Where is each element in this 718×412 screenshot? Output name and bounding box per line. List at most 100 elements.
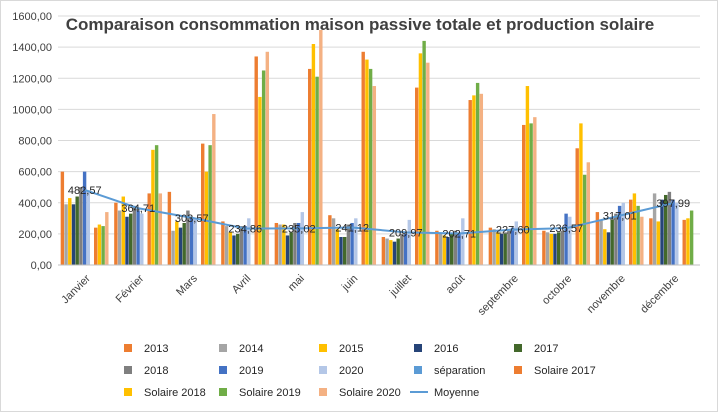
average-data-label: 209,97 (389, 227, 423, 239)
bar (649, 218, 653, 265)
bar (488, 227, 493, 265)
bar (101, 226, 105, 265)
bar (686, 218, 690, 265)
bar (68, 198, 72, 265)
bar (656, 221, 660, 265)
bar (389, 240, 393, 265)
label-layer: 482,57 364,71 303,57 234,86 235,02 241,12 209,… (68, 185, 690, 241)
bar (438, 233, 443, 265)
chart-title: Comparaison consommation maison passive … (66, 15, 655, 34)
bar (79, 187, 83, 265)
bar (239, 226, 244, 265)
bar (472, 95, 476, 266)
legend-label: Solaire 2017 (534, 365, 596, 377)
bar (132, 205, 137, 265)
bar (610, 219, 614, 265)
bar (224, 226, 229, 265)
bar (442, 235, 446, 265)
y-tick-label: 400,00 (18, 198, 52, 210)
bar (457, 232, 461, 265)
bar (189, 218, 194, 265)
bar (300, 212, 305, 265)
y-tick-label: 1600,00 (12, 11, 52, 23)
bar (117, 210, 122, 265)
bar (128, 213, 133, 265)
bar (556, 232, 561, 265)
bar (614, 213, 618, 265)
bar-layer (60, 30, 694, 266)
y-tick-label: 1400,00 (12, 42, 52, 54)
bar (449, 233, 454, 265)
legend-swatch (319, 388, 327, 396)
bar (167, 191, 172, 265)
average-data-label: 234,86 (228, 223, 262, 235)
bar (342, 236, 347, 265)
bar (381, 236, 386, 265)
bar (368, 68, 373, 265)
bar (243, 226, 247, 265)
bar (265, 51, 270, 266)
bar (560, 230, 565, 265)
bar (385, 238, 389, 265)
bar (140, 213, 144, 265)
bar (201, 143, 205, 265)
bar (175, 221, 179, 265)
bar (328, 215, 332, 265)
bar (461, 218, 465, 265)
bar (82, 171, 87, 265)
legend-swatch (219, 388, 227, 396)
bar (293, 222, 297, 265)
bar (660, 199, 664, 265)
bar (586, 162, 591, 265)
bar (208, 145, 212, 265)
bar (426, 62, 430, 265)
bar (75, 196, 79, 265)
y-tick-label: 800,00 (18, 136, 52, 148)
bar (228, 232, 232, 265)
average-line (84, 188, 674, 235)
bar (479, 93, 484, 265)
average-data-label: 236,57 (549, 223, 583, 235)
legend-swatch (219, 344, 227, 352)
bar (675, 202, 679, 265)
average-data-label: 317,01 (603, 211, 637, 223)
bar (178, 227, 183, 265)
bar (603, 229, 607, 265)
average-data-label: 202,71 (442, 228, 476, 240)
bar (553, 233, 557, 265)
bar (542, 230, 546, 265)
bar (346, 224, 351, 265)
bar (350, 222, 354, 265)
bar (529, 123, 533, 265)
bar (285, 235, 290, 265)
bar (492, 229, 496, 265)
bar (282, 224, 286, 265)
bar (632, 193, 637, 265)
bar (308, 68, 312, 265)
bar (400, 233, 404, 265)
bar (568, 216, 572, 265)
bar (510, 227, 515, 265)
bar (503, 233, 507, 265)
bar (125, 216, 129, 265)
y-tick-label: 1000,00 (12, 104, 52, 116)
legend-label: 2017 (534, 343, 558, 355)
legend-layer: 2013 2014 2015 2016 2017 2018 2019 2020 séparati… (124, 343, 596, 399)
bar (94, 227, 98, 265)
bar (154, 145, 159, 265)
legend-swatch (414, 344, 422, 352)
legend-swatch (319, 344, 327, 352)
bar (121, 196, 125, 265)
legend-swatch (219, 366, 227, 374)
bar (514, 221, 519, 265)
bar (496, 232, 500, 265)
bar (311, 44, 316, 266)
average-data-label: 235,02 (282, 223, 316, 235)
legend-label: 2013 (144, 343, 168, 355)
bar (599, 219, 603, 265)
legend-label: 2015 (339, 343, 363, 355)
bar (582, 174, 587, 265)
bar (468, 100, 472, 265)
bar (86, 190, 91, 265)
